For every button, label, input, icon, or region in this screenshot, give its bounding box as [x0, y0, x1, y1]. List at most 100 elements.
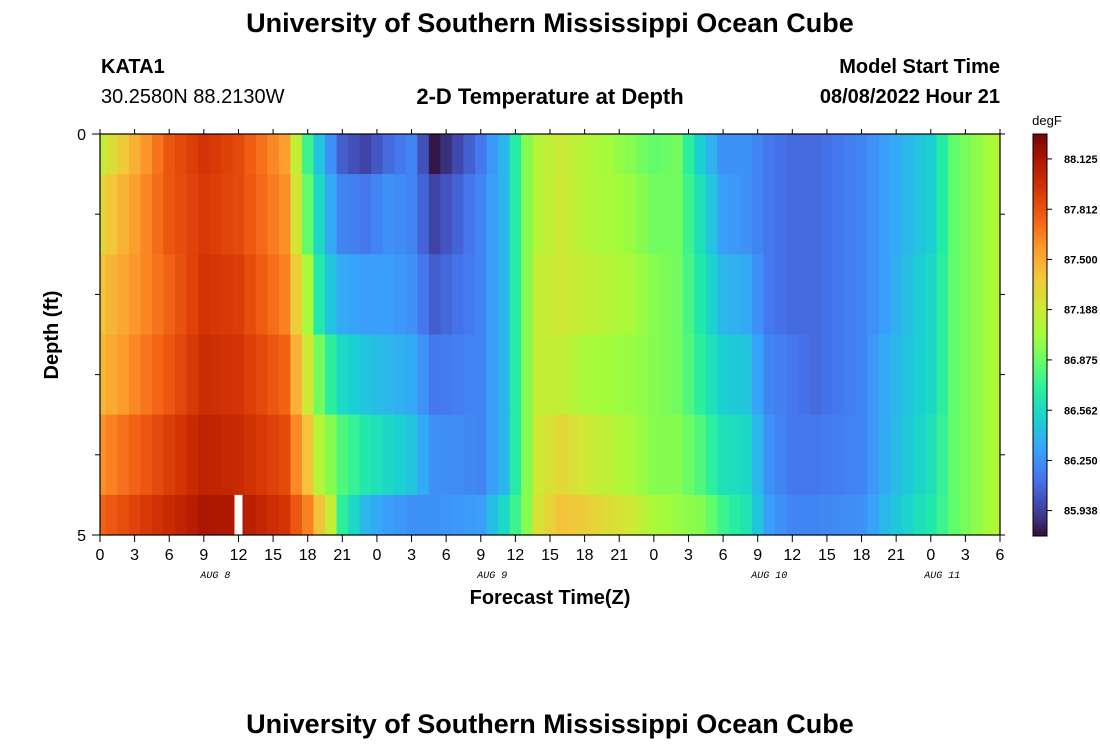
colorbar-segment	[1033, 532, 1047, 537]
heatmap-cell	[878, 334, 891, 416]
heatmap-cell	[555, 334, 568, 416]
heatmap-cell	[878, 174, 891, 255]
heatmap-cell	[867, 134, 880, 175]
heatmap-cell	[671, 174, 684, 255]
colorbar-segment	[1033, 268, 1047, 272]
colorbar-segment	[1033, 244, 1047, 249]
colorbar-segment	[1033, 422, 1047, 426]
heatmap-cell	[486, 134, 499, 175]
colorbar-segment	[1033, 231, 1047, 235]
x-tick-label: 21	[333, 547, 351, 564]
heatmap-cell	[105, 334, 118, 416]
colorbar-segment	[1033, 281, 1047, 286]
heatmap-cell	[371, 254, 384, 336]
heatmap-cell	[359, 174, 372, 255]
colorbar-segment	[1033, 211, 1047, 215]
heatmap-cell	[659, 414, 672, 496]
heatmap-cell	[151, 174, 165, 255]
heatmap-cell	[578, 134, 591, 175]
colorbar-segment	[1033, 237, 1047, 242]
colorbar-segment	[1033, 515, 1047, 520]
heatmap-cell	[394, 134, 407, 175]
heatmap-cell	[244, 494, 257, 535]
current-time-marker	[234, 494, 243, 535]
colorbar-segment	[1033, 257, 1047, 262]
heatmap-cell	[128, 254, 141, 336]
heatmap-cell	[140, 334, 153, 416]
heatmap-cell	[140, 254, 153, 336]
heatmap-cell	[763, 254, 776, 336]
colorbar-segment	[1033, 335, 1047, 339]
heatmap-cell	[913, 174, 926, 255]
x-tick-label: 0	[96, 547, 105, 564]
colorbar-segment	[1033, 227, 1047, 232]
colorbar-segment	[1033, 247, 1047, 252]
heatmap-cell	[809, 494, 822, 535]
colorbar-segment	[1033, 284, 1047, 289]
heatmap-cell	[636, 174, 649, 255]
heatmap-cell	[567, 334, 580, 416]
heatmap-cell	[521, 414, 534, 496]
date-label: AUG 8	[199, 571, 230, 582]
heatmap-cell	[948, 134, 961, 175]
heatmap-cell	[394, 174, 407, 255]
heatmap-cell	[844, 334, 857, 416]
heatmap-cell	[878, 254, 891, 336]
heatmap-cell	[798, 334, 811, 416]
heatmap-cell	[486, 174, 499, 255]
heatmap-cell	[844, 174, 857, 255]
heatmap-cell	[463, 334, 476, 416]
colorbar-segment	[1033, 479, 1047, 483]
heatmap-cell	[901, 174, 915, 255]
heatmap-cell	[821, 254, 834, 336]
heatmap-cell	[301, 494, 315, 535]
heatmap-cell	[359, 134, 372, 175]
heatmap-cell	[405, 254, 418, 336]
colorbar-tick-label: 88.125	[1064, 154, 1098, 166]
colorbar-segment	[1033, 361, 1047, 366]
colorbar-segment	[1033, 519, 1047, 524]
colorbar-segment	[1033, 425, 1047, 430]
heatmap-cell	[290, 494, 303, 535]
colorbar-segment	[1033, 509, 1047, 514]
heatmap-cell	[301, 254, 315, 336]
heatmap-cell	[105, 494, 118, 535]
heatmap-cell	[175, 254, 188, 336]
heatmap-cell	[717, 174, 730, 255]
colorbar-segment	[1033, 324, 1047, 329]
heatmap-cell	[128, 494, 141, 535]
colorbar-segment	[1033, 271, 1047, 276]
colorbar-segment	[1033, 288, 1047, 292]
heatmap-cell	[486, 334, 499, 416]
colorbar-segment	[1033, 475, 1047, 480]
chart-title: University of Southern Mississippi Ocean…	[246, 8, 854, 38]
heatmap-cell	[163, 334, 176, 416]
colorbar-segment	[1033, 251, 1047, 256]
heatmap-cell	[267, 134, 280, 175]
heatmap-cell	[625, 134, 638, 175]
heatmap-cell	[348, 134, 361, 175]
colorbar-segment	[1033, 458, 1047, 463]
colorbar-segment	[1033, 402, 1047, 406]
colorbar-segment	[1033, 194, 1047, 199]
heatmap-cell	[821, 334, 834, 416]
x-tick-label: 15	[818, 547, 836, 564]
heatmap-cell	[878, 414, 891, 496]
heatmap-cell	[936, 334, 949, 416]
heatmap-cell	[855, 414, 868, 496]
colorbar-segment	[1033, 455, 1047, 460]
heatmap-cell	[648, 334, 661, 416]
heatmap-cell	[740, 174, 753, 255]
heatmap-cell	[671, 254, 684, 336]
colorbar-segment	[1033, 214, 1047, 219]
heatmap-cell	[717, 494, 730, 535]
heatmap-cell	[255, 414, 268, 496]
heatmap-cell	[636, 494, 649, 535]
heatmap-cell	[717, 254, 730, 336]
heatmap-cell	[244, 254, 257, 336]
heatmap-cell	[128, 174, 141, 255]
heatmap-cell	[440, 494, 453, 535]
heatmap-cell	[440, 334, 453, 416]
heatmap-cell	[290, 174, 303, 255]
colorbar-segment	[1033, 408, 1047, 413]
